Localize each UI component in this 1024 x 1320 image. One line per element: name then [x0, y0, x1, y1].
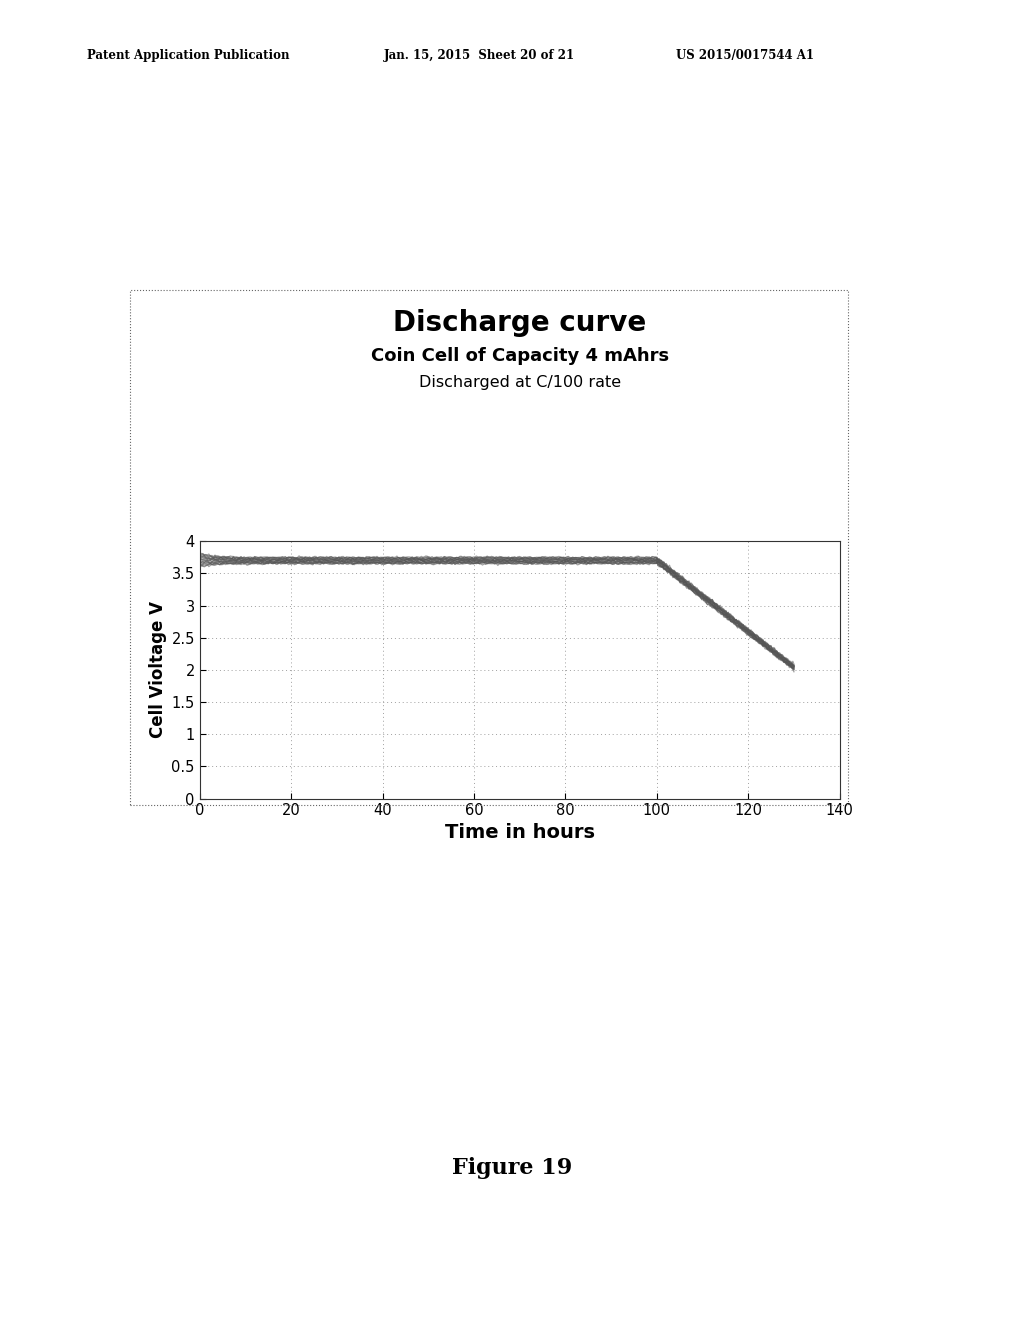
Y-axis label: Cell Violtage V: Cell Violtage V	[150, 602, 167, 738]
X-axis label: Time in hours: Time in hours	[444, 822, 595, 842]
Text: Coin Cell of Capacity 4 mAhrs: Coin Cell of Capacity 4 mAhrs	[371, 347, 669, 366]
Text: Patent Application Publication: Patent Application Publication	[87, 49, 290, 62]
Text: Discharged at C/100 rate: Discharged at C/100 rate	[419, 375, 621, 391]
Text: US 2015/0017544 A1: US 2015/0017544 A1	[676, 49, 814, 62]
Text: Discharge curve: Discharge curve	[393, 309, 646, 338]
Text: Jan. 15, 2015  Sheet 20 of 21: Jan. 15, 2015 Sheet 20 of 21	[384, 49, 575, 62]
Text: Figure 19: Figure 19	[452, 1158, 572, 1179]
